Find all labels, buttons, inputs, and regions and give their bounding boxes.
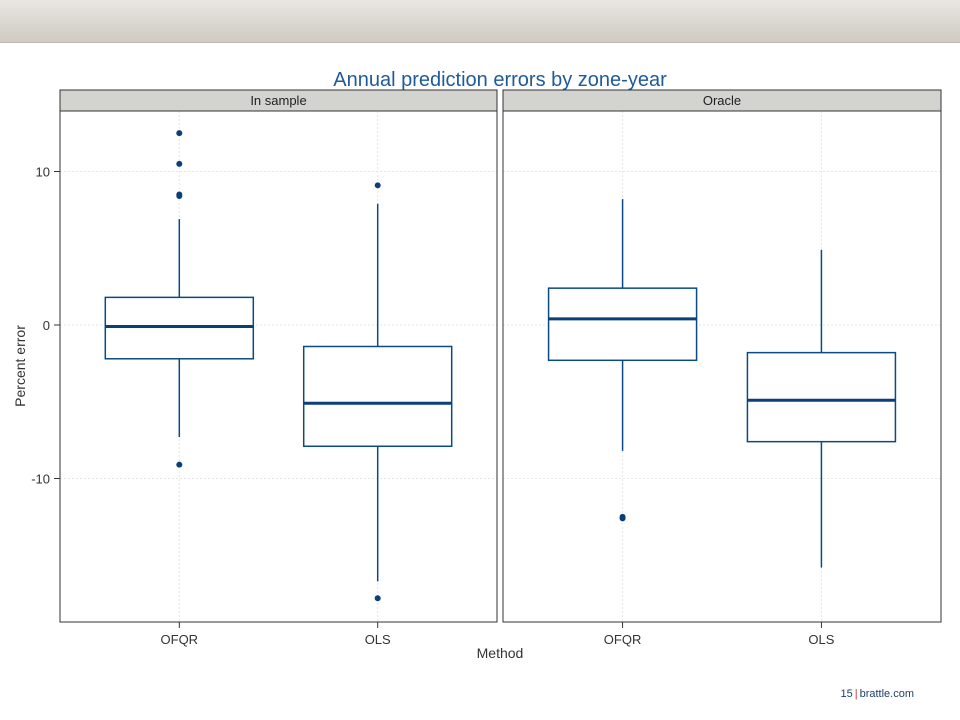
outlier-point [176, 160, 183, 167]
outlier-point [176, 461, 183, 468]
box-iqr [547, 287, 698, 362]
outlier-point [176, 130, 183, 137]
y-axis-label: Percent error [12, 325, 28, 407]
box-iqr [746, 351, 897, 443]
header-band [0, 0, 960, 42]
box-iqr [104, 296, 255, 360]
slide-footer: 15 | brattle.com [840, 688, 914, 700]
facet-label: In sample [250, 93, 306, 108]
footer-site: brattle.com [859, 688, 914, 700]
x-tick-label: OLS [808, 632, 834, 647]
header-divider [0, 42, 960, 43]
x-tick-label: OLS [365, 632, 391, 647]
footer-separator: | [854, 688, 858, 700]
outlier-point [619, 513, 626, 520]
y-tick-label: -10 [31, 472, 50, 487]
y-tick-label: 0 [43, 318, 50, 333]
chart-title: Annual prediction errors by zone-year [333, 69, 667, 91]
outlier-point [374, 182, 381, 189]
x-axis-label: Method [477, 645, 524, 661]
box-iqr [302, 345, 453, 448]
panel-frame [502, 110, 942, 623]
page-number: 15 [840, 688, 853, 700]
x-tick-label: OFQR [604, 632, 642, 647]
y-tick-label: 10 [36, 165, 50, 180]
facet-label: Oracle [703, 93, 741, 108]
outlier-point [176, 193, 183, 200]
panel-frame [59, 110, 498, 623]
outlier-point [374, 595, 381, 602]
x-tick-label: OFQR [161, 632, 199, 647]
